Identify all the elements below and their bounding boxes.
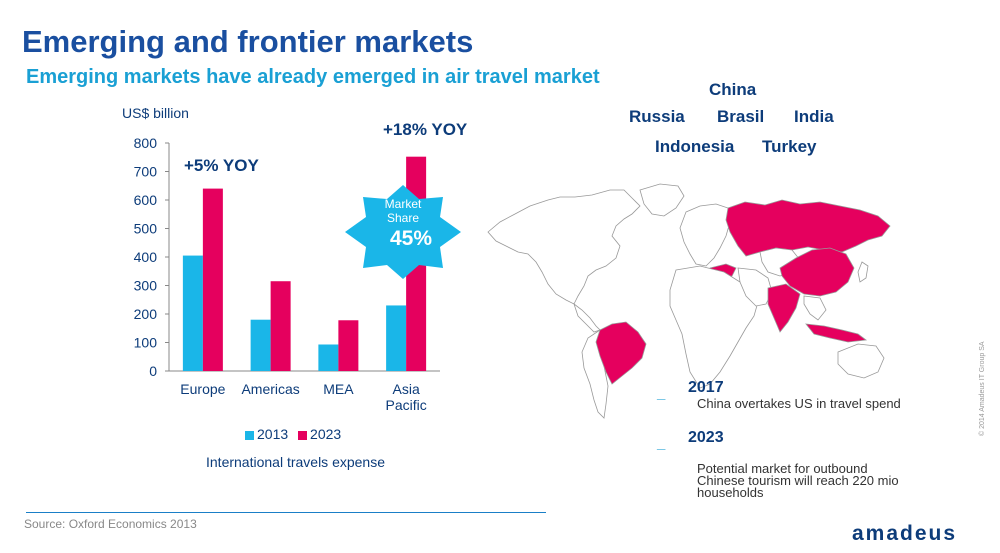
chart-legend: 2013 2023 — [245, 426, 341, 442]
bar-2023-americas — [270, 281, 291, 371]
bar-2013-europe — [182, 255, 203, 371]
market-share-star — [345, 185, 461, 279]
legend-label-2023: 2023 — [310, 426, 342, 442]
event-bullet-2017: _ — [657, 385, 666, 402]
market-share-line2: Share — [387, 211, 419, 225]
event-text-2023-line1: Potential market for outbound — [697, 461, 868, 476]
country-label-india: India — [794, 107, 834, 126]
y-tick-label: 600 — [134, 192, 158, 208]
y-tick-label: 200 — [134, 306, 158, 322]
y-tick-label: 800 — [134, 135, 158, 151]
x-tick-label: Europe — [180, 381, 225, 397]
y-tick-label: 0 — [149, 363, 157, 379]
map-india — [767, 283, 801, 333]
map-australia — [837, 343, 885, 379]
y-axis-label: US$ billion — [122, 105, 189, 121]
market-share-badge: Market Share 45% — [345, 185, 461, 279]
legend-swatch-2023 — [298, 430, 308, 440]
map-brasil — [595, 321, 647, 385]
country-label-china: China — [709, 80, 757, 99]
source-divider — [26, 512, 546, 513]
y-tick-label: 100 — [134, 335, 158, 351]
map-central-america — [573, 302, 601, 333]
map-europe — [679, 203, 731, 267]
y-tick-label: 400 — [134, 249, 158, 265]
x-tick-label: Pacific — [386, 397, 427, 413]
bar-2013-asia-pacific — [386, 305, 407, 371]
legend-swatch-2013 — [245, 430, 254, 440]
map-china — [779, 247, 855, 297]
bar-2013-americas — [250, 319, 271, 371]
page-title: Emerging and frontier markets — [22, 24, 474, 59]
europe-yoy-annotation: +5% YOY — [184, 156, 259, 175]
y-tick-label: 300 — [134, 278, 158, 294]
x-tick-label: Asia — [393, 381, 420, 397]
y-tick-label: 700 — [134, 164, 158, 180]
y-tick-label: 500 — [134, 221, 158, 237]
event-year-2023: 2023 — [688, 429, 724, 446]
map-greenland — [639, 183, 685, 217]
country-label-brasil: Brasil — [717, 107, 765, 126]
x-tick-label: MEA — [323, 381, 354, 397]
country-label-indonesia: Indonesia — [655, 137, 735, 156]
source-note: Source: Oxford Economics 2013 — [24, 517, 197, 531]
amadeus-logo: amadeus — [852, 522, 958, 545]
map-japan — [857, 261, 869, 283]
market-share-value: 45% — [390, 227, 432, 250]
map-middle-east — [737, 267, 773, 307]
event-text-2023-line3: households — [697, 485, 764, 500]
asia-yoy-annotation: +18% YOY — [383, 120, 468, 139]
country-label-russia: Russia — [629, 107, 685, 126]
page-subtitle: Emerging markets have already emerged in… — [26, 66, 600, 88]
copyright-note: © 2014 Amadeus IT Group SA — [979, 341, 986, 436]
event-text-2023-line2: Chinese tourism will reach 220 mio — [697, 473, 899, 488]
map-north-america — [487, 189, 641, 305]
country-label-turkey: Turkey — [762, 137, 817, 156]
legend-label-2013: 2013 — [257, 426, 289, 442]
world-map — [487, 183, 891, 419]
event-text-2017: China overtakes US in travel spend — [697, 396, 901, 411]
x-tick-label: Americas — [241, 381, 299, 397]
map-southeast-asia — [803, 295, 827, 321]
map-indonesia — [805, 323, 868, 343]
map-russia — [725, 199, 891, 257]
bar-2013-mea — [318, 344, 339, 371]
chart-caption: International travels expense — [206, 454, 385, 470]
event-year-2017: 2017 — [688, 379, 724, 396]
event-bullet-2023: _ — [657, 435, 666, 452]
bar-2023-mea — [338, 320, 359, 371]
market-share-line1: Market — [385, 197, 422, 211]
bar-2023-europe — [202, 188, 223, 371]
